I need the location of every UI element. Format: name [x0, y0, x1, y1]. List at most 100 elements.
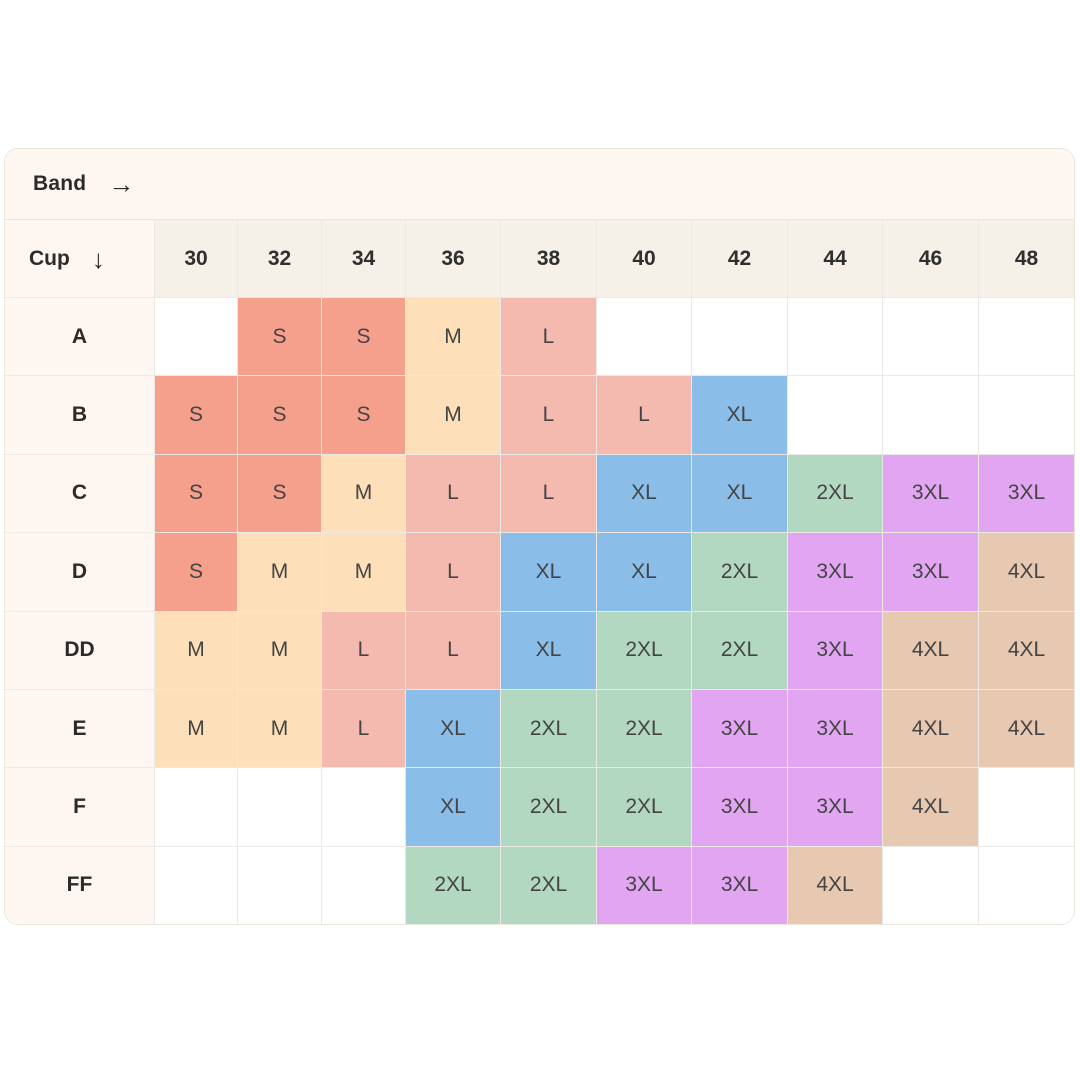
size-cell: S: [322, 376, 406, 455]
empty-cell: [883, 298, 979, 377]
size-cell: 2XL: [501, 768, 597, 847]
size-cell: 4XL: [883, 689, 979, 769]
size-cell: L: [322, 611, 406, 690]
size-cell: 3XL: [788, 768, 883, 847]
empty-cell: [322, 846, 406, 924]
empty-cell: [692, 298, 788, 377]
size-cell: L: [406, 611, 501, 690]
cup-label: Cup: [29, 246, 70, 270]
size-cell: XL: [692, 454, 788, 534]
size-cell: M: [322, 533, 406, 612]
size-cell: M: [322, 454, 406, 534]
right-arrow-icon: →: [108, 169, 135, 199]
band-label: Band: [33, 172, 87, 195]
size-cell: 4XL: [883, 768, 979, 847]
size-cell: M: [406, 298, 501, 377]
size-cell: 4XL: [979, 611, 1074, 690]
cup-row-header: C: [5, 454, 155, 534]
size-cell: XL: [406, 689, 501, 769]
band-column-header: 40: [597, 220, 692, 298]
size-cell: L: [406, 533, 501, 612]
size-cell: XL: [501, 533, 597, 612]
size-chart-card: Band → Cup ↓ 30 32 34 36 38 40 42 44 46 48 A S S M L B S…: [4, 148, 1075, 925]
size-cell: M: [155, 611, 238, 690]
size-cell: L: [501, 298, 597, 377]
cup-header: Cup ↓: [5, 220, 155, 298]
band-header-bar: Band →: [5, 149, 1074, 220]
size-cell: 2XL: [692, 533, 788, 612]
size-cell: L: [322, 689, 406, 769]
size-cell: L: [406, 454, 501, 534]
empty-cell: [238, 846, 322, 924]
empty-cell: [979, 298, 1074, 377]
band-column-header: 38: [501, 220, 597, 298]
size-cell: S: [238, 298, 322, 377]
size-cell: S: [322, 298, 406, 377]
empty-cell: [979, 376, 1074, 455]
size-cell: 3XL: [788, 689, 883, 769]
empty-cell: [155, 846, 238, 924]
size-cell: 2XL: [692, 611, 788, 690]
size-cell: 3XL: [883, 533, 979, 612]
empty-cell: [883, 846, 979, 924]
cup-row-header: E: [5, 689, 155, 769]
size-cell: 4XL: [979, 533, 1074, 612]
cup-row-header: DD: [5, 611, 155, 690]
size-cell: L: [501, 454, 597, 534]
size-cell: M: [238, 689, 322, 769]
size-cell: 3XL: [883, 454, 979, 534]
band-column-header: 34: [322, 220, 406, 298]
size-cell: M: [238, 611, 322, 690]
cup-row-header: D: [5, 533, 155, 612]
size-cell: S: [155, 376, 238, 455]
empty-cell: [788, 298, 883, 377]
size-cell: 3XL: [692, 768, 788, 847]
size-cell: XL: [406, 768, 501, 847]
empty-cell: [979, 768, 1074, 847]
size-cell: XL: [692, 376, 788, 455]
empty-cell: [155, 768, 238, 847]
size-cell: M: [406, 376, 501, 455]
size-cell: 2XL: [406, 846, 501, 924]
band-column-header: 30: [155, 220, 238, 298]
cup-row-header: FF: [5, 846, 155, 924]
size-cell: 3XL: [979, 454, 1074, 534]
size-cell: M: [238, 533, 322, 612]
size-cell: XL: [501, 611, 597, 690]
size-cell: S: [238, 376, 322, 455]
empty-cell: [155, 298, 238, 377]
cup-row-header: F: [5, 768, 155, 847]
size-cell: 2XL: [501, 689, 597, 769]
band-column-header: 36: [406, 220, 501, 298]
cup-row-header: B: [5, 376, 155, 455]
down-arrow-icon: ↓: [91, 243, 105, 274]
size-cell: L: [597, 376, 692, 455]
size-cell: S: [238, 454, 322, 534]
size-cell: 2XL: [501, 846, 597, 924]
empty-cell: [979, 846, 1074, 924]
cup-row-header: A: [5, 298, 155, 377]
size-cell: 2XL: [597, 611, 692, 690]
size-cell: 3XL: [788, 533, 883, 612]
size-cell: 2XL: [788, 454, 883, 534]
size-cell: 3XL: [597, 846, 692, 924]
size-cell: S: [155, 454, 238, 534]
band-column-header: 42: [692, 220, 788, 298]
band-column-header: 44: [788, 220, 883, 298]
size-cell: M: [155, 689, 238, 769]
size-cell: S: [155, 533, 238, 612]
band-column-header: 46: [883, 220, 979, 298]
size-cell: L: [501, 376, 597, 455]
size-cell: 2XL: [597, 689, 692, 769]
empty-cell: [788, 376, 883, 455]
size-cell: XL: [597, 533, 692, 612]
empty-cell: [322, 768, 406, 847]
empty-cell: [883, 376, 979, 455]
empty-cell: [238, 768, 322, 847]
size-cell: 3XL: [692, 846, 788, 924]
size-cell: XL: [597, 454, 692, 534]
size-cell: 3XL: [788, 611, 883, 690]
size-cell: 3XL: [692, 689, 788, 769]
size-cell: 2XL: [597, 768, 692, 847]
size-grid: Cup ↓ 30 32 34 36 38 40 42 44 46 48 A S S M L B S S S M L L XL…: [5, 220, 1074, 924]
